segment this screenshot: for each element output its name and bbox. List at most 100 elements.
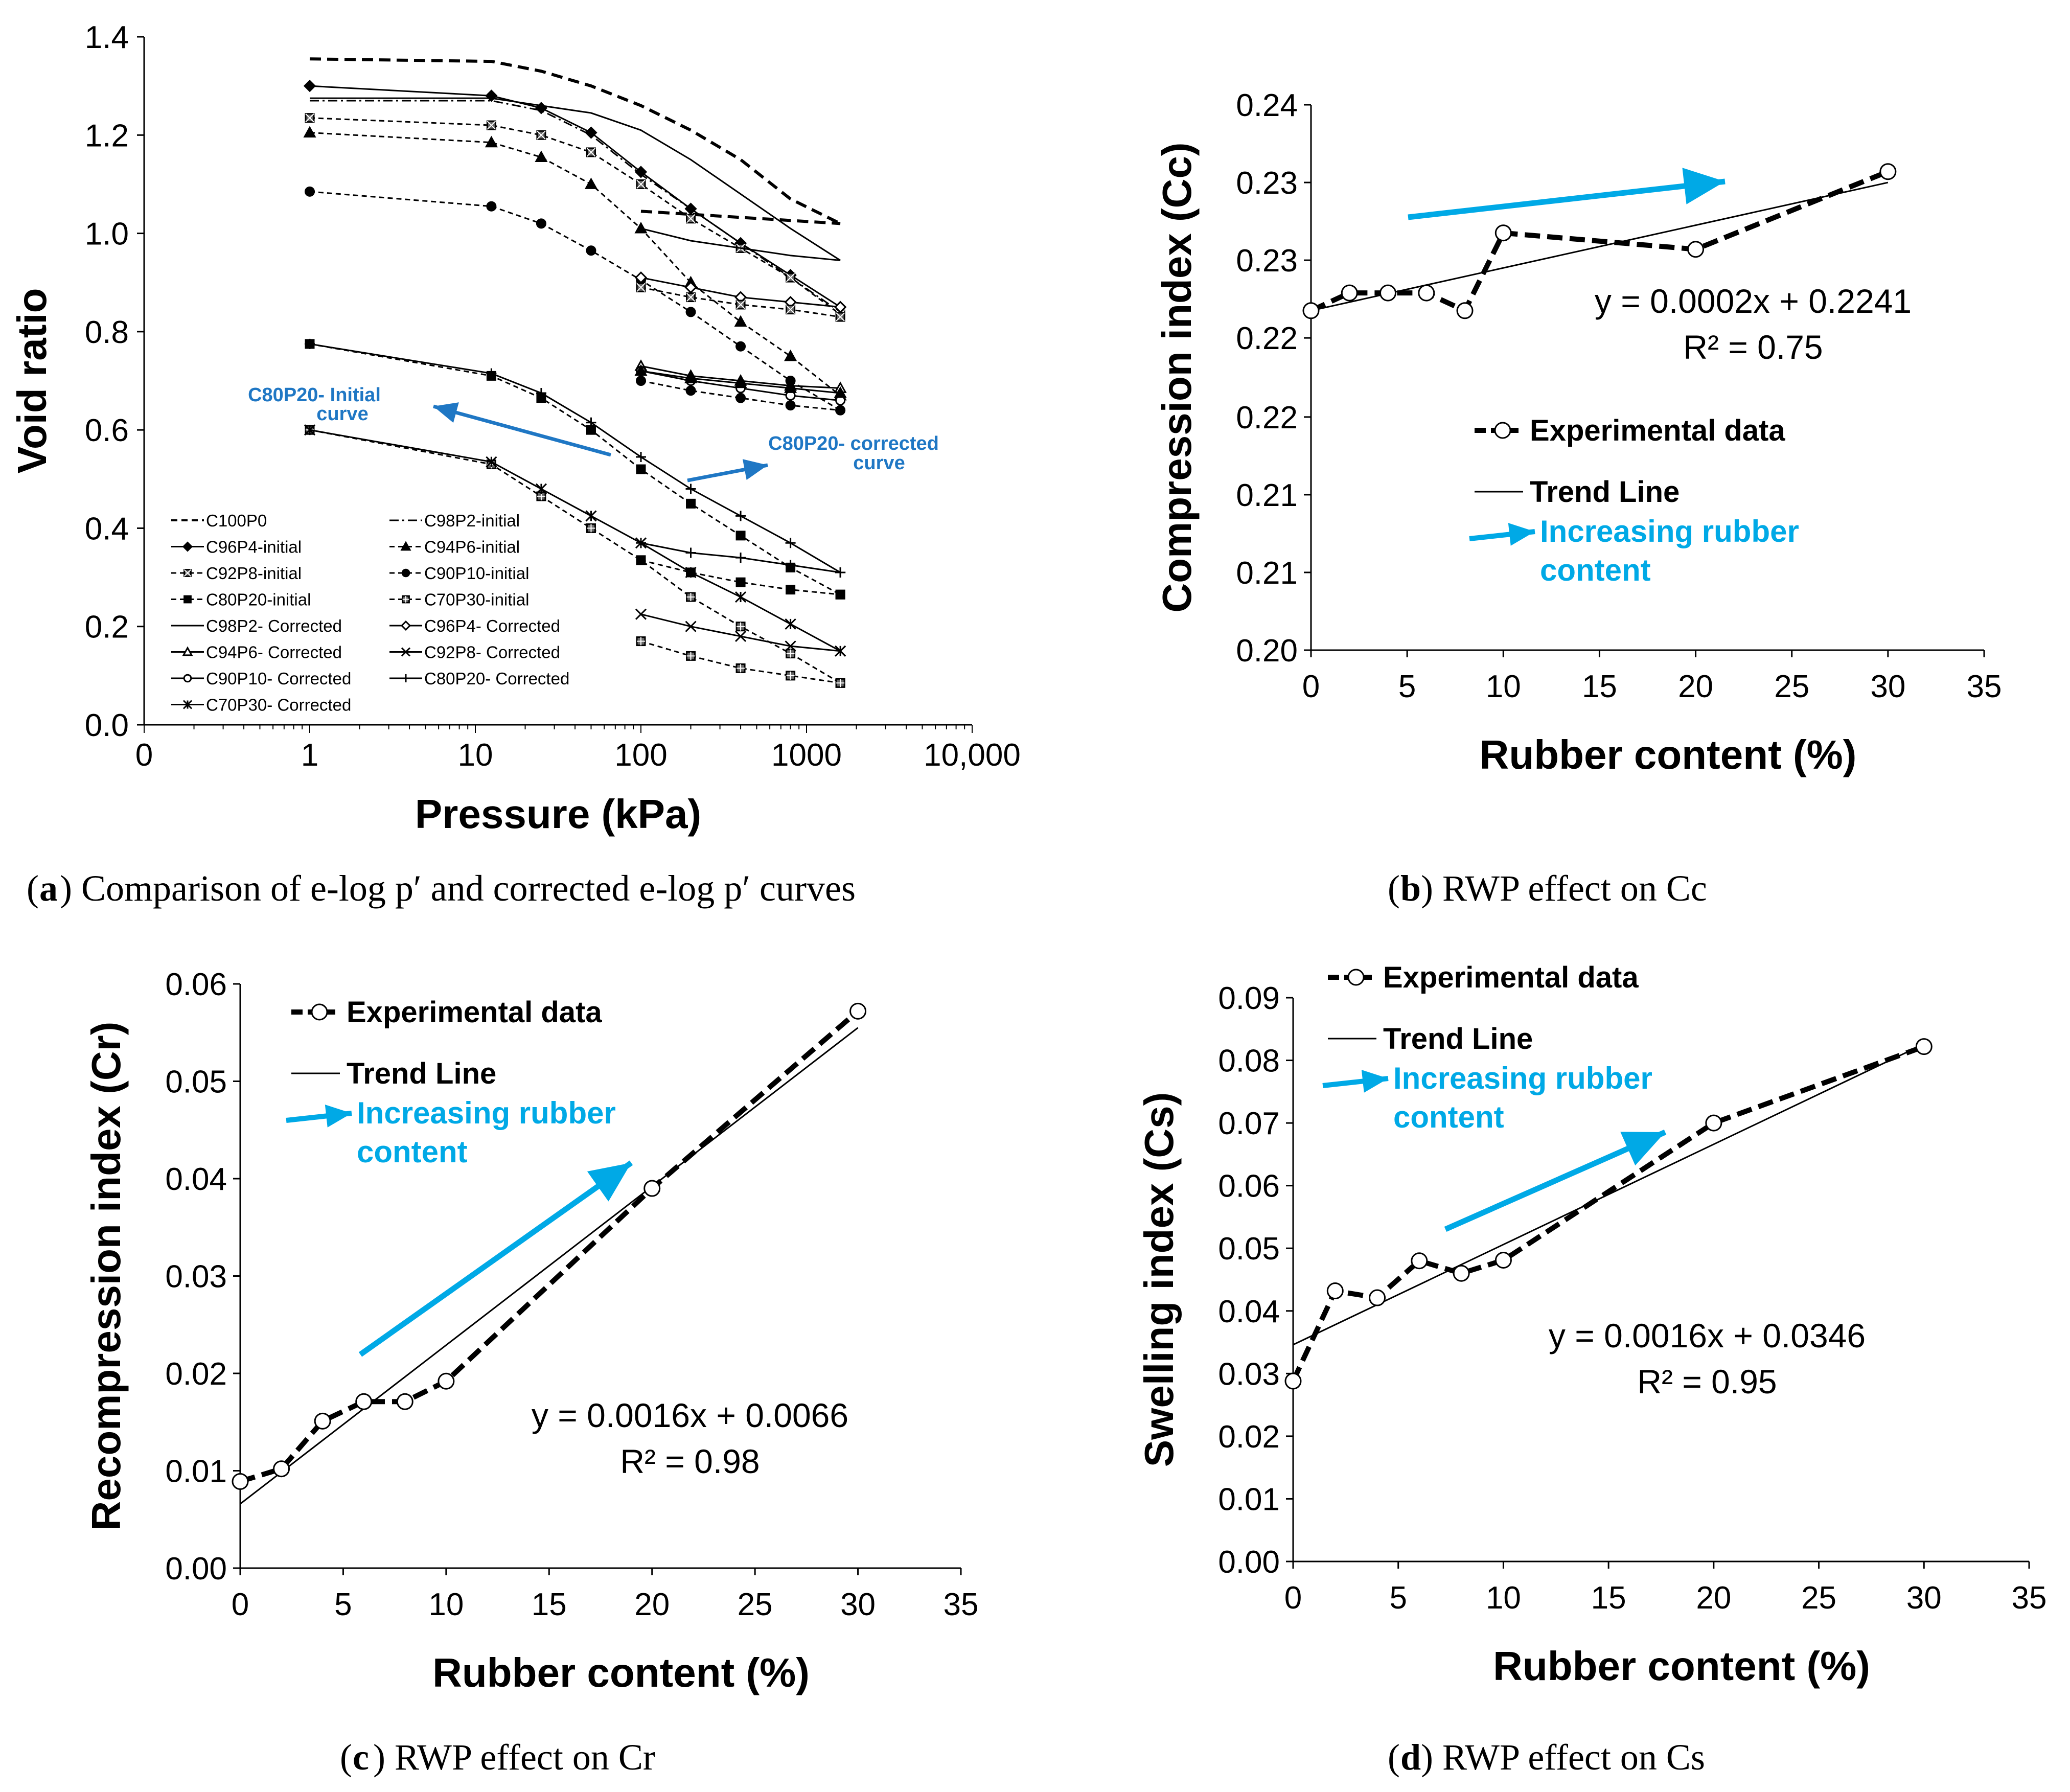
- point-C92P8- Corrected-2: [635, 608, 647, 620]
- point-experimental: [1687, 241, 1705, 258]
- panel-b-y-tick-label: 0.21: [1236, 556, 1298, 591]
- point-C70P30-unload: [686, 651, 696, 661]
- panel-d-caption-letter: d: [1400, 1737, 1421, 1778]
- panel-d-y-tick-label: 0.08: [1218, 1044, 1280, 1079]
- point-experimental: [1369, 1289, 1386, 1306]
- panel-d-legend-arrow-head: [1361, 1070, 1388, 1093]
- panel-c-x-tick-label: 30: [840, 1587, 876, 1622]
- point-C80P20- Corrected: [305, 338, 315, 349]
- point-experimental: [1379, 284, 1397, 302]
- panel-d-x-tick-label: 15: [1591, 1580, 1626, 1616]
- panel-c-caption-text: ) RWP effect on Cr: [373, 1737, 655, 1778]
- panel-d-y-tick-label: 0.01: [1218, 1482, 1280, 1517]
- panel-c-x-tick-label: 10: [428, 1587, 464, 1622]
- point-C90P10-initial: [486, 201, 497, 212]
- point-experimental: [1494, 1252, 1512, 1269]
- point-C94P6-unload: [684, 372, 698, 383]
- point-experimental: [1418, 284, 1435, 302]
- point-experimental: [355, 1393, 373, 1410]
- point-C92P8- Corrected: [785, 640, 796, 652]
- panel-d-legend-arrow-label-1: Increasing rubber: [1393, 1061, 1652, 1095]
- panel-b-x-tick-label: 30: [1870, 669, 1905, 704]
- series-C90P10-unload: [640, 380, 841, 411]
- legend-marker-C70P30-initial: [402, 595, 410, 604]
- a-y-tick-label: 1.0: [85, 217, 129, 252]
- panel-b-x-tick-label: 5: [1398, 669, 1416, 704]
- panel-b-y-tick-label: 0.23: [1236, 166, 1298, 201]
- point-C92P8-unload: [735, 300, 746, 310]
- series-C100P0: [309, 57, 841, 225]
- point-C92P8-initial-x2: [586, 148, 596, 157]
- panel-c-legend-arrow-head: [325, 1105, 352, 1128]
- point-C80P20-initial: [686, 498, 696, 509]
- panel-c-y-tick-label: 0.04: [165, 1162, 227, 1197]
- legend-marker-C92P8-initial-x2: [183, 569, 192, 577]
- panel-b-y-tick-label: 0.21: [1236, 478, 1298, 513]
- point-C96P4-initial: [585, 126, 597, 139]
- point-C90P10-unload: [636, 376, 646, 386]
- legend-label-C90P10-initial: C90P10-initial: [424, 564, 529, 583]
- panel-d-legend-trend-label: Trend Line: [1383, 1022, 1533, 1055]
- a-caption-letter: a: [39, 868, 58, 909]
- point-C70P30- Corrected: [304, 424, 316, 436]
- point-C94P6-initial: [485, 135, 498, 148]
- point-C80P20-init-unload: [735, 577, 746, 587]
- point-C92P8-initial: [586, 147, 596, 157]
- panel-d-y-tick-label: 0.09: [1218, 981, 1280, 1016]
- point-C94P6-initial: [303, 126, 316, 137]
- point-C70P30- Corrected: [486, 456, 497, 468]
- legend-marker-C94P6- Corrected: [182, 646, 193, 656]
- panel-c-x-tick-label: 35: [944, 1587, 979, 1622]
- point-experimental: [1456, 302, 1474, 319]
- point-C70P30- Corrected: [785, 618, 796, 630]
- panel-d-y-tick-label: 0.07: [1218, 1106, 1280, 1141]
- a-y-tick-label: 0.6: [85, 413, 129, 448]
- legend-label-C70P30- Corrected: C70P30- Corrected: [206, 696, 351, 715]
- series-experimental-data: [239, 1009, 860, 1484]
- panel-d-x-tick-label: 5: [1389, 1580, 1407, 1616]
- a-arrow-corrected-head: [742, 459, 768, 480]
- panel-d: 0.00 0.01 0.02 0.03 0.04 0.05 0.06 0.07 0.08 0.09…: [1136, 961, 2046, 1778]
- series-C98P2-unload: [640, 227, 841, 261]
- point-C90P10-unload: [735, 393, 746, 403]
- a-x-tick-label: 100: [614, 738, 667, 773]
- point-experimental: [1302, 302, 1320, 319]
- point-C70P30-unload: [636, 636, 646, 647]
- a-y-tick-label: 0.8: [85, 315, 129, 350]
- panel-c-x-tick-label: 25: [738, 1587, 773, 1622]
- a-y-tick-label: 0.2: [85, 610, 129, 645]
- panel-d-x-tick-label: 35: [2012, 1580, 2047, 1616]
- panel-c-caption-letter: c: [353, 1737, 369, 1778]
- panel-b-x-tick-label: 10: [1486, 669, 1521, 704]
- legend-marker-C80P20- Corrected: [402, 674, 410, 682]
- point-C80P20-corr-unload: [835, 567, 846, 578]
- panel-b-legend-trend-label: Trend Line: [1530, 475, 1680, 509]
- legend-marker-C94P6-initial: [400, 541, 411, 551]
- point-experimental: [1453, 1265, 1470, 1282]
- a-y-tick-label: 1.2: [85, 118, 129, 153]
- panel-c-legend-exp-marker: [311, 1003, 328, 1021]
- panel-d-y-tick-label: 0.06: [1218, 1169, 1280, 1204]
- point-C92P8-unload-x2: [836, 312, 845, 321]
- panel-b-legend-arrow-head: [1508, 523, 1535, 546]
- point-C94P6-unload: [834, 386, 847, 398]
- point-C92P8- Corrected: [735, 630, 747, 642]
- panel-c-x-axis-label: Rubber content (%): [432, 1650, 810, 1695]
- panel-b-legend-exp-label: Experimental data: [1530, 414, 1785, 447]
- point-C92P8-initial-x2: [686, 214, 696, 223]
- point-C94P6-unload: [734, 376, 747, 388]
- point-C92P8- Corrected-2: [735, 630, 747, 642]
- legend-marker-C96P4- Corrected: [400, 620, 411, 631]
- panel-d-legend-arrow-label-2: content: [1393, 1100, 1504, 1134]
- panel-c-legend-arrow-label-2: content: [357, 1135, 468, 1169]
- panel-b-y-tick-label: 0.23: [1236, 243, 1298, 279]
- panel-d-caption-open: (: [1388, 1737, 1400, 1778]
- a-annotation-corrected-2: curve: [853, 452, 905, 474]
- panel-b-legend-arrow-label-2: content: [1540, 553, 1651, 587]
- point-experimental: [1915, 1038, 1933, 1055]
- point-C94P6-initial: [734, 315, 747, 327]
- panel-d-trend-arrow-head: [1620, 1132, 1665, 1166]
- panel-b-y-tick-label: 0.24: [1236, 88, 1298, 123]
- panel-b-caption-open: (: [1388, 868, 1400, 909]
- panel-d-y-tick-label: 0.04: [1218, 1294, 1280, 1329]
